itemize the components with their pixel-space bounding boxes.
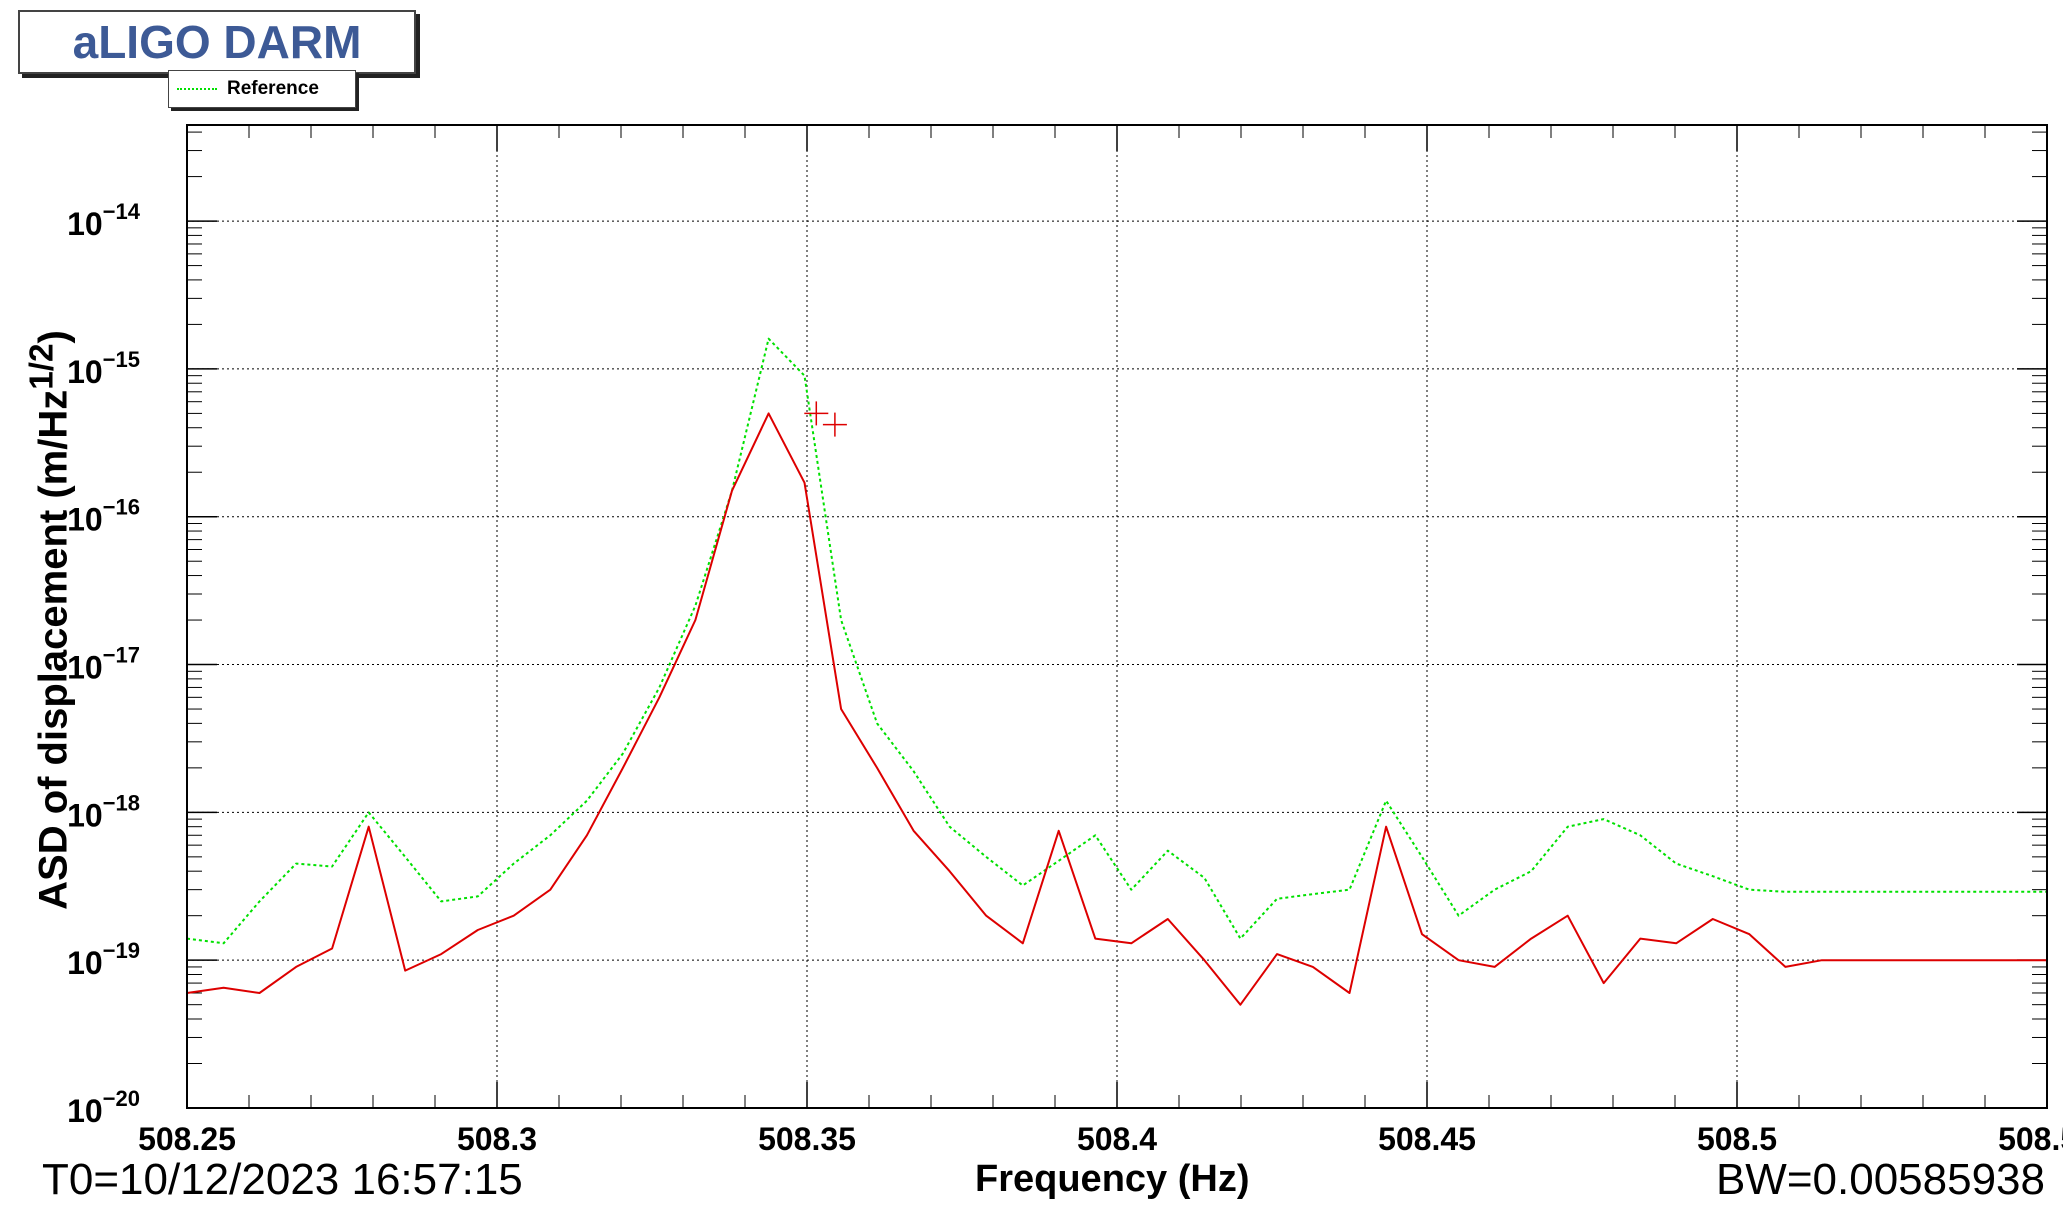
y-tick-label: 10−19 [67, 938, 140, 981]
legend: Reference [168, 70, 356, 108]
x-tick-label: 508.55 [1998, 1121, 2063, 1157]
y-axis-label: ASD of displacement (m/Hz1/2) [23, 330, 76, 910]
t0-timestamp: T0=10/12/2023 16:57:15 [42, 1155, 523, 1204]
series-lines [186, 337, 2047, 1006]
y-tick-label: 10−20 [67, 1086, 140, 1129]
y-tick-label: 10−15 [67, 347, 140, 390]
x-tick-label: 508.25 [138, 1121, 236, 1157]
x-tick-label: 508.45 [1378, 1121, 1476, 1157]
x-tick-label: 508.4 [1077, 1121, 1157, 1157]
y-tick-label: 10−17 [67, 643, 140, 686]
reference-series-line [186, 337, 2047, 945]
x-tick-label: 508.3 [457, 1121, 537, 1157]
markers [804, 401, 847, 437]
x-tick-label: 508.35 [758, 1121, 856, 1157]
bandwidth-readout: BW=0.00585938 [1715, 1155, 2045, 1204]
y-tick-label: 10−18 [67, 790, 140, 833]
legend-label-reference: Reference [227, 78, 319, 99]
tick-labels: 508.25 508.3 508.35 508.4 508.45 508.5 508.55 1… [67, 199, 2063, 1157]
plot-frame [186, 124, 2048, 1109]
x-axis-label: Frequency (Hz) [975, 1158, 1250, 1200]
current-series-line [186, 412, 2047, 1006]
chart-title-box: aLIGO DARM [18, 10, 416, 74]
y-tick-label: 10−16 [67, 495, 140, 538]
x-tick-label: 508.5 [1697, 1121, 1777, 1157]
grid [187, 125, 2047, 1108]
legend-swatch-reference [177, 88, 217, 90]
chart-title: aLIGO DARM [72, 16, 362, 68]
y-tick-label: 10−14 [67, 199, 141, 242]
